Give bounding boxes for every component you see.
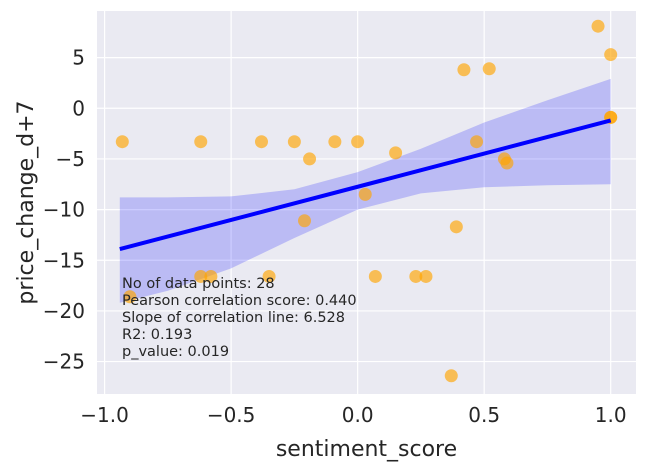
y-axis-label: price_change_d+7 — [14, 100, 39, 304]
data-point-0 — [115, 135, 129, 149]
y-tick-labels: 5 0 −5 −10 −15 −20 −25 — [43, 46, 85, 374]
plot-area — [97, 11, 636, 394]
stat-line-2: Slope of correlation line: 6.528 — [122, 310, 345, 326]
x-axis-label: sentiment_score — [276, 437, 457, 462]
y-tick-label-2: −5 — [56, 147, 85, 171]
data-point-3 — [194, 269, 208, 283]
x-tick-label-4: 1.0 — [595, 403, 627, 427]
data-point-9 — [303, 152, 317, 166]
y-tick-label-0: 5 — [72, 46, 85, 70]
regression-line — [119, 118, 612, 252]
data-point-24 — [591, 19, 605, 33]
data-point-21 — [482, 62, 496, 76]
data-point-12 — [358, 187, 372, 201]
stat-line-1: Pearson correlation score: 0.440 — [122, 293, 357, 309]
x-tick-labels: −1.0 −0.5 0.0 0.5 1.0 — [80, 403, 626, 427]
stat-line-4: p_value: 0.019 — [122, 344, 229, 360]
data-point-10 — [328, 135, 342, 149]
stat-line-3: R2: 0.193 — [122, 327, 192, 343]
data-point-18 — [449, 220, 463, 234]
x-tick-label-0: −1.0 — [80, 403, 129, 427]
y-tick-label-3: −10 — [43, 198, 85, 222]
regression-line-group — [119, 118, 612, 252]
data-point-6 — [262, 269, 276, 283]
data-point-15 — [409, 269, 423, 283]
data-points — [115, 19, 618, 383]
data-point-1 — [123, 290, 137, 304]
x-tick-label-1: −0.5 — [207, 403, 256, 427]
data-point-16 — [419, 269, 433, 283]
grid-lines — [97, 11, 636, 394]
data-point-13 — [368, 269, 382, 283]
y-tick-label-1: 0 — [72, 96, 85, 120]
data-point-23 — [500, 156, 514, 170]
y-tick-label-6: −25 — [43, 350, 85, 374]
data-point-8 — [298, 214, 312, 228]
x-tick-label-2: 0.0 — [342, 403, 374, 427]
data-point-25 — [604, 48, 618, 62]
data-point-11 — [351, 135, 365, 149]
data-point-14 — [389, 146, 403, 160]
data-point-5 — [254, 135, 268, 149]
data-point-19 — [457, 63, 471, 77]
y-tick-label-5: −20 — [43, 299, 85, 323]
stat-line-0: No of data points: 28 — [122, 276, 275, 292]
x-tick-label-3: 0.5 — [468, 403, 500, 427]
data-point-4 — [204, 269, 218, 283]
data-point-17 — [444, 369, 458, 383]
data-point-2 — [194, 135, 208, 149]
data-point-7 — [287, 135, 301, 149]
y-tick-label-4: −15 — [43, 248, 85, 272]
data-point-20 — [470, 135, 484, 149]
